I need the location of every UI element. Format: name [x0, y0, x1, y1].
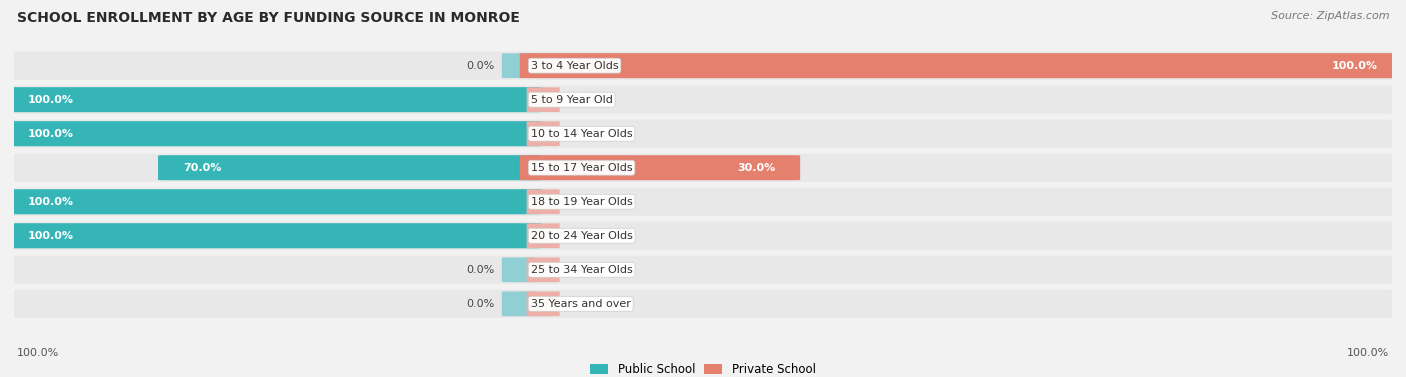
FancyBboxPatch shape: [0, 188, 1406, 216]
Text: 5 to 9 Year Old: 5 to 9 Year Old: [531, 95, 613, 105]
FancyBboxPatch shape: [0, 222, 1406, 250]
FancyBboxPatch shape: [502, 291, 534, 316]
Text: 0.0%: 0.0%: [467, 265, 495, 275]
Text: 18 to 19 Year Olds: 18 to 19 Year Olds: [531, 197, 633, 207]
Text: 100.0%: 100.0%: [28, 231, 75, 241]
FancyBboxPatch shape: [0, 52, 1406, 80]
Text: 100.0%: 100.0%: [28, 197, 75, 207]
Text: 20 to 24 Year Olds: 20 to 24 Year Olds: [531, 231, 633, 241]
Text: 30.0%: 30.0%: [737, 163, 775, 173]
Text: 35 Years and over: 35 Years and over: [531, 299, 631, 309]
Text: 15 to 17 Year Olds: 15 to 17 Year Olds: [531, 163, 633, 173]
FancyBboxPatch shape: [520, 53, 1403, 78]
Text: 10 to 14 Year Olds: 10 to 14 Year Olds: [531, 129, 633, 139]
Text: 0.0%: 0.0%: [467, 61, 495, 70]
FancyBboxPatch shape: [502, 257, 534, 282]
Text: 100.0%: 100.0%: [28, 129, 75, 139]
Text: 0.0%: 0.0%: [567, 129, 595, 139]
Text: 0.0%: 0.0%: [567, 299, 595, 309]
FancyBboxPatch shape: [0, 256, 1406, 284]
Text: 100.0%: 100.0%: [28, 95, 75, 105]
FancyBboxPatch shape: [527, 87, 560, 112]
Text: 0.0%: 0.0%: [567, 197, 595, 207]
Text: 0.0%: 0.0%: [567, 265, 595, 275]
Text: 100.0%: 100.0%: [1347, 348, 1389, 358]
FancyBboxPatch shape: [0, 153, 1406, 182]
Text: 0.0%: 0.0%: [567, 95, 595, 105]
Text: 0.0%: 0.0%: [567, 231, 595, 241]
Text: 0.0%: 0.0%: [467, 299, 495, 309]
FancyBboxPatch shape: [3, 87, 541, 112]
Text: SCHOOL ENROLLMENT BY AGE BY FUNDING SOURCE IN MONROE: SCHOOL ENROLLMENT BY AGE BY FUNDING SOUR…: [17, 11, 520, 25]
FancyBboxPatch shape: [3, 189, 541, 214]
FancyBboxPatch shape: [527, 224, 560, 248]
FancyBboxPatch shape: [3, 121, 541, 146]
Text: 100.0%: 100.0%: [1331, 61, 1378, 70]
Text: 100.0%: 100.0%: [17, 348, 59, 358]
Text: Source: ZipAtlas.com: Source: ZipAtlas.com: [1271, 11, 1389, 21]
FancyBboxPatch shape: [157, 155, 541, 180]
Text: 25 to 34 Year Olds: 25 to 34 Year Olds: [531, 265, 633, 275]
FancyBboxPatch shape: [502, 53, 534, 78]
FancyBboxPatch shape: [527, 291, 560, 316]
FancyBboxPatch shape: [3, 223, 541, 248]
FancyBboxPatch shape: [527, 121, 560, 146]
FancyBboxPatch shape: [527, 189, 560, 214]
FancyBboxPatch shape: [0, 120, 1406, 148]
FancyBboxPatch shape: [0, 86, 1406, 114]
FancyBboxPatch shape: [527, 257, 560, 282]
Text: 3 to 4 Year Olds: 3 to 4 Year Olds: [531, 61, 619, 70]
Legend: Public School, Private School: Public School, Private School: [586, 360, 820, 377]
FancyBboxPatch shape: [520, 155, 800, 180]
Text: 70.0%: 70.0%: [183, 163, 221, 173]
FancyBboxPatch shape: [0, 290, 1406, 318]
